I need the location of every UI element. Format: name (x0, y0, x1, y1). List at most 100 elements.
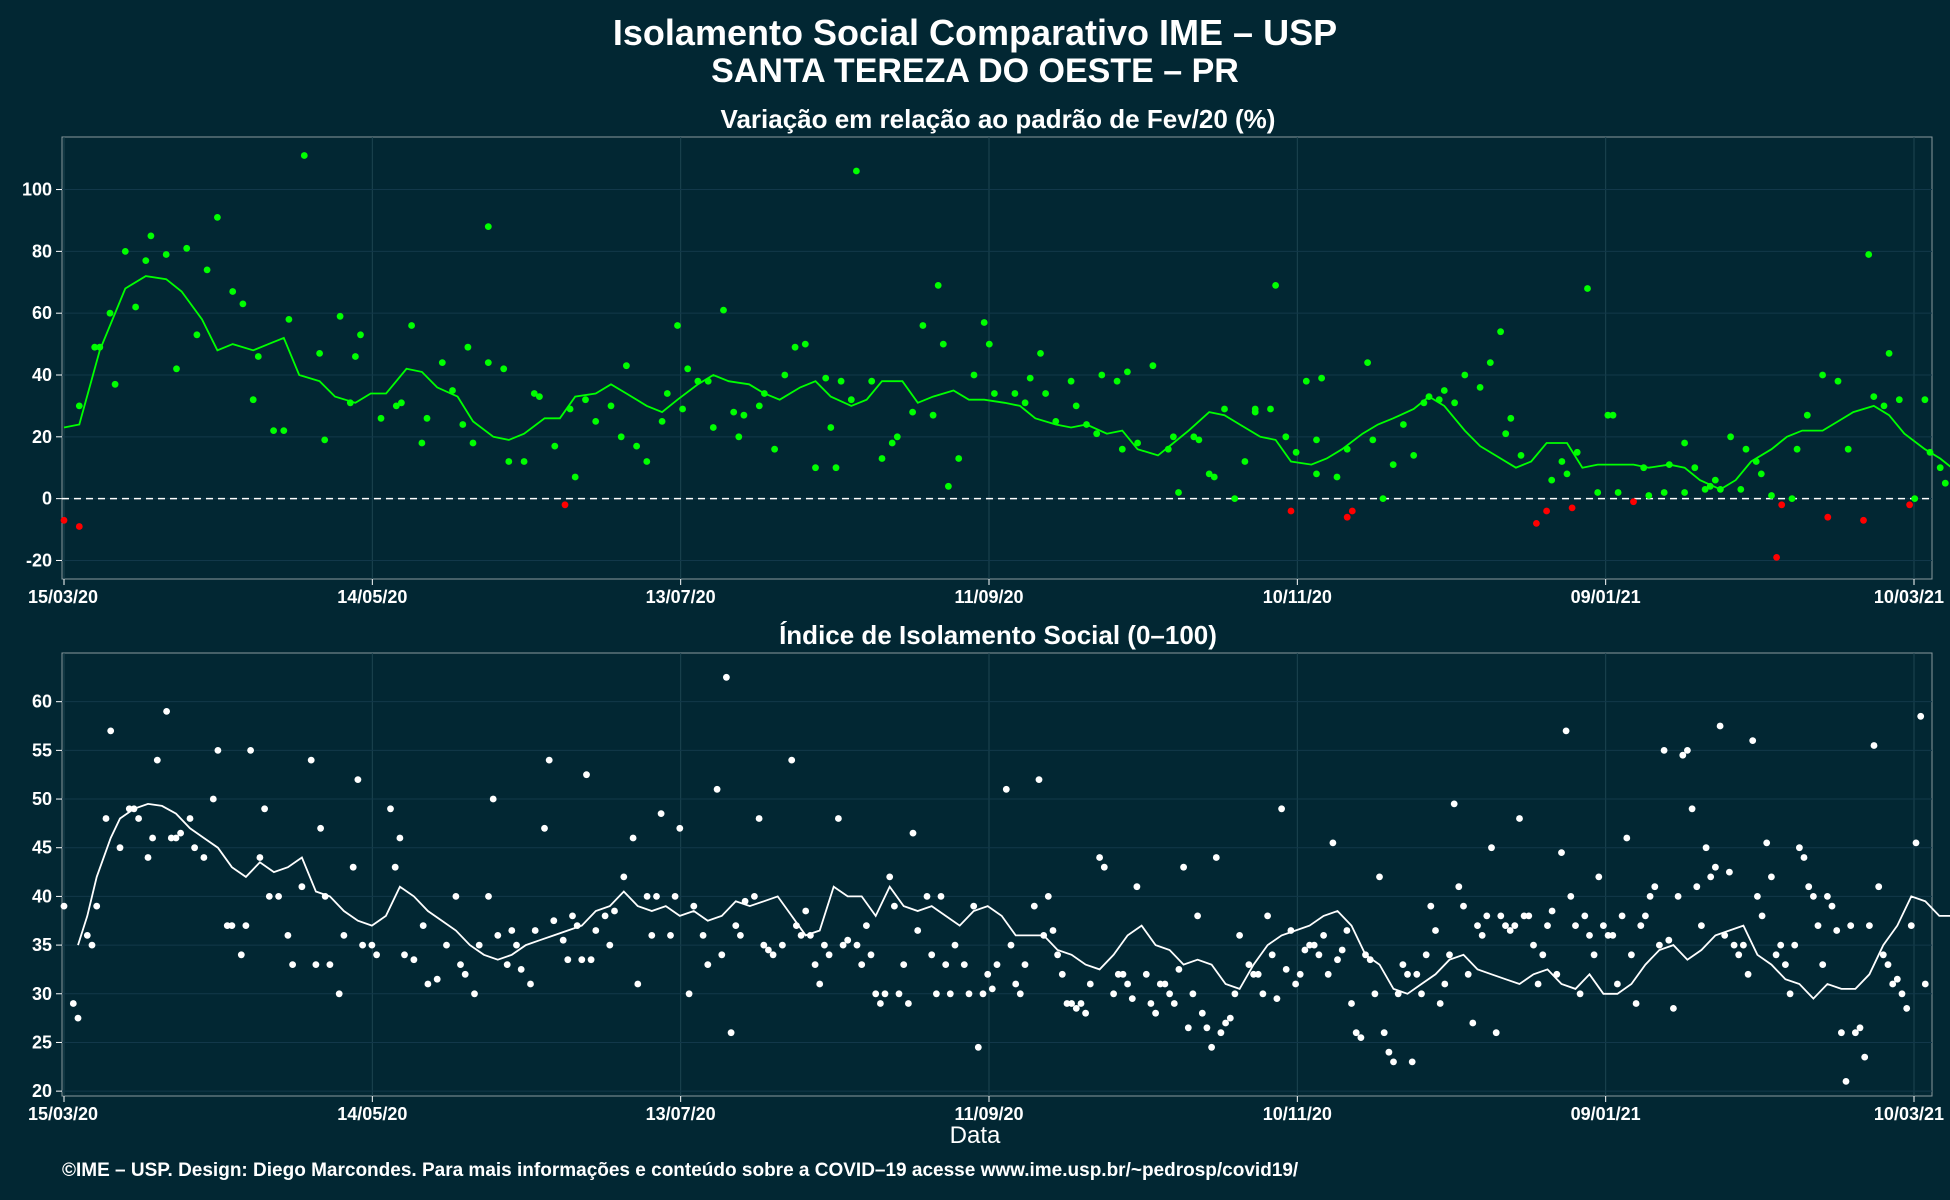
panel-2-data-point (1082, 1009, 1089, 1017)
panel-1-data-point (203, 266, 211, 274)
panel-1-data-point (853, 167, 860, 175)
panel-2-data-point (886, 873, 894, 881)
panel-2-data-point (1035, 776, 1043, 783)
panel-2-data-point (1301, 946, 1309, 954)
panel-2-data-point (1450, 800, 1458, 808)
panel-1-data-point (1757, 470, 1765, 478)
panel-1-data-point (934, 282, 942, 289)
panel-2-data-point (1012, 980, 1020, 988)
panel-1-data-point (1348, 507, 1356, 515)
panel-1-data-point (469, 439, 477, 447)
panel-2-data-point (1310, 941, 1318, 949)
panel-1-x-tick-label: 14/05/20 (337, 587, 407, 607)
panel-1-x-tick-label: 11/09/20 (954, 587, 1023, 607)
panel-2-data-point (1208, 1043, 1215, 1051)
panel-2-data-point (779, 941, 786, 949)
panel-1-data-point (1435, 396, 1443, 404)
panel-2-data-point (839, 941, 847, 949)
panel-1-y-tick-label: -20 (26, 550, 52, 570)
panel-1-data-point (1558, 458, 1566, 465)
panel-1-data-point (1941, 479, 1949, 487)
panel-2-data-point (1782, 961, 1789, 968)
panel-1-x-tick-label: 10/03/21 (1874, 587, 1944, 607)
panel-2-data-point (167, 834, 175, 842)
panel-2-data-point (793, 922, 800, 929)
panel-2-data-point (1921, 980, 1929, 988)
panel-2-x-tick-label: 09/01/21 (1571, 1104, 1641, 1124)
panel-2-data-point (1124, 980, 1131, 988)
footer-credits: ©IME – USP. Design: Diego Marcondes. Par… (62, 1160, 1299, 1181)
panel-1-data-point (408, 322, 415, 329)
panel-1-data-point (720, 306, 727, 314)
panel-2-data-point (1245, 961, 1253, 968)
panel-1-data-point (1691, 464, 1699, 472)
panel-1-data-point (1343, 513, 1351, 521)
panel-2-data-point (863, 922, 870, 929)
panel-2-data-point (1380, 1029, 1388, 1037)
panel-1-data-point (771, 445, 778, 453)
panel-1-data-point (1711, 476, 1719, 484)
panel-1-data-point (694, 377, 702, 385)
panel-1-data-point (377, 414, 385, 422)
panel-1-data-point (1302, 377, 1310, 385)
panel-1-data-point (484, 359, 492, 366)
panel-2-data-point (933, 990, 940, 998)
panel-2-data-point (1754, 893, 1761, 900)
panel-1-data-point (1292, 448, 1300, 456)
panel-2-data-point (424, 980, 432, 988)
panel-2-data-point (1142, 970, 1150, 978)
panel-2-x-tick-label: 13/07/20 (646, 1104, 716, 1124)
panel-2-data-point (844, 936, 852, 944)
panel-1-data-point (254, 353, 262, 360)
panel-2-data-point (895, 990, 903, 998)
panel-2-data-point (1413, 970, 1421, 978)
panel-2-data-point (858, 961, 866, 968)
panel-2-data-point (419, 922, 427, 929)
panel-2-data-point (1576, 990, 1584, 998)
panel-2-data-point (1614, 980, 1621, 988)
panel-1-data-point (1195, 436, 1203, 444)
panel-2-x-tick-label: 10/11/20 (1263, 1104, 1332, 1124)
panel-2-data-point (1917, 712, 1925, 720)
panel-2-data-point (1198, 1009, 1206, 1017)
panel-2-data-point (1716, 722, 1724, 730)
panel-2-data-point (1805, 883, 1813, 891)
panel-1-data-point (1134, 439, 1141, 447)
panel-1-data-point (1170, 433, 1177, 441)
panel-1-data-point (1604, 411, 1612, 419)
panel-1-data-point (1584, 285, 1591, 292)
panel-2-data-point (387, 805, 394, 813)
panel-1-data-point (633, 442, 640, 450)
panel-2-data-point (699, 932, 707, 939)
panel-1-data-point (1175, 489, 1182, 496)
panel-1-data-point (1118, 445, 1126, 453)
panel-1-data-point (1880, 402, 1888, 410)
panel-2-data-point (671, 893, 679, 900)
panel-2-data-point (1110, 990, 1117, 998)
panel-1-data-point (1681, 439, 1688, 447)
panel-2-data-point (1114, 970, 1122, 978)
panel-2-data-point (1824, 893, 1831, 900)
panel-2-data-point (1693, 883, 1701, 891)
panel-2-data-point (1203, 1024, 1211, 1032)
panel-2-data-point (718, 951, 726, 959)
panel-1-data-point (919, 322, 927, 329)
panel-1-data-point (1451, 399, 1458, 407)
panel-2-data-point (1273, 995, 1281, 1002)
panel-1-data-point (193, 331, 201, 339)
panel2-title: Índice de Isolamento Social (0–100) (779, 620, 1217, 650)
panel-2-data-point (835, 815, 842, 822)
panel-1-data-point (1021, 399, 1029, 407)
panel-2-data-point (349, 863, 357, 871)
panel-1-data-point (183, 244, 191, 252)
panel-2-data-point (1539, 951, 1547, 959)
panel-1-data-point (1573, 448, 1581, 456)
panel-2-data-point (1712, 863, 1719, 871)
panel-2-data-point (513, 941, 520, 949)
panel-2-data-point (1492, 1029, 1500, 1037)
panel-2-data-point (1189, 990, 1197, 998)
panel-2-data-point (1404, 970, 1411, 978)
panel-2-data-point (261, 805, 268, 813)
panel-1-data-point (1037, 350, 1044, 357)
panel-2-data-point (1175, 966, 1183, 973)
